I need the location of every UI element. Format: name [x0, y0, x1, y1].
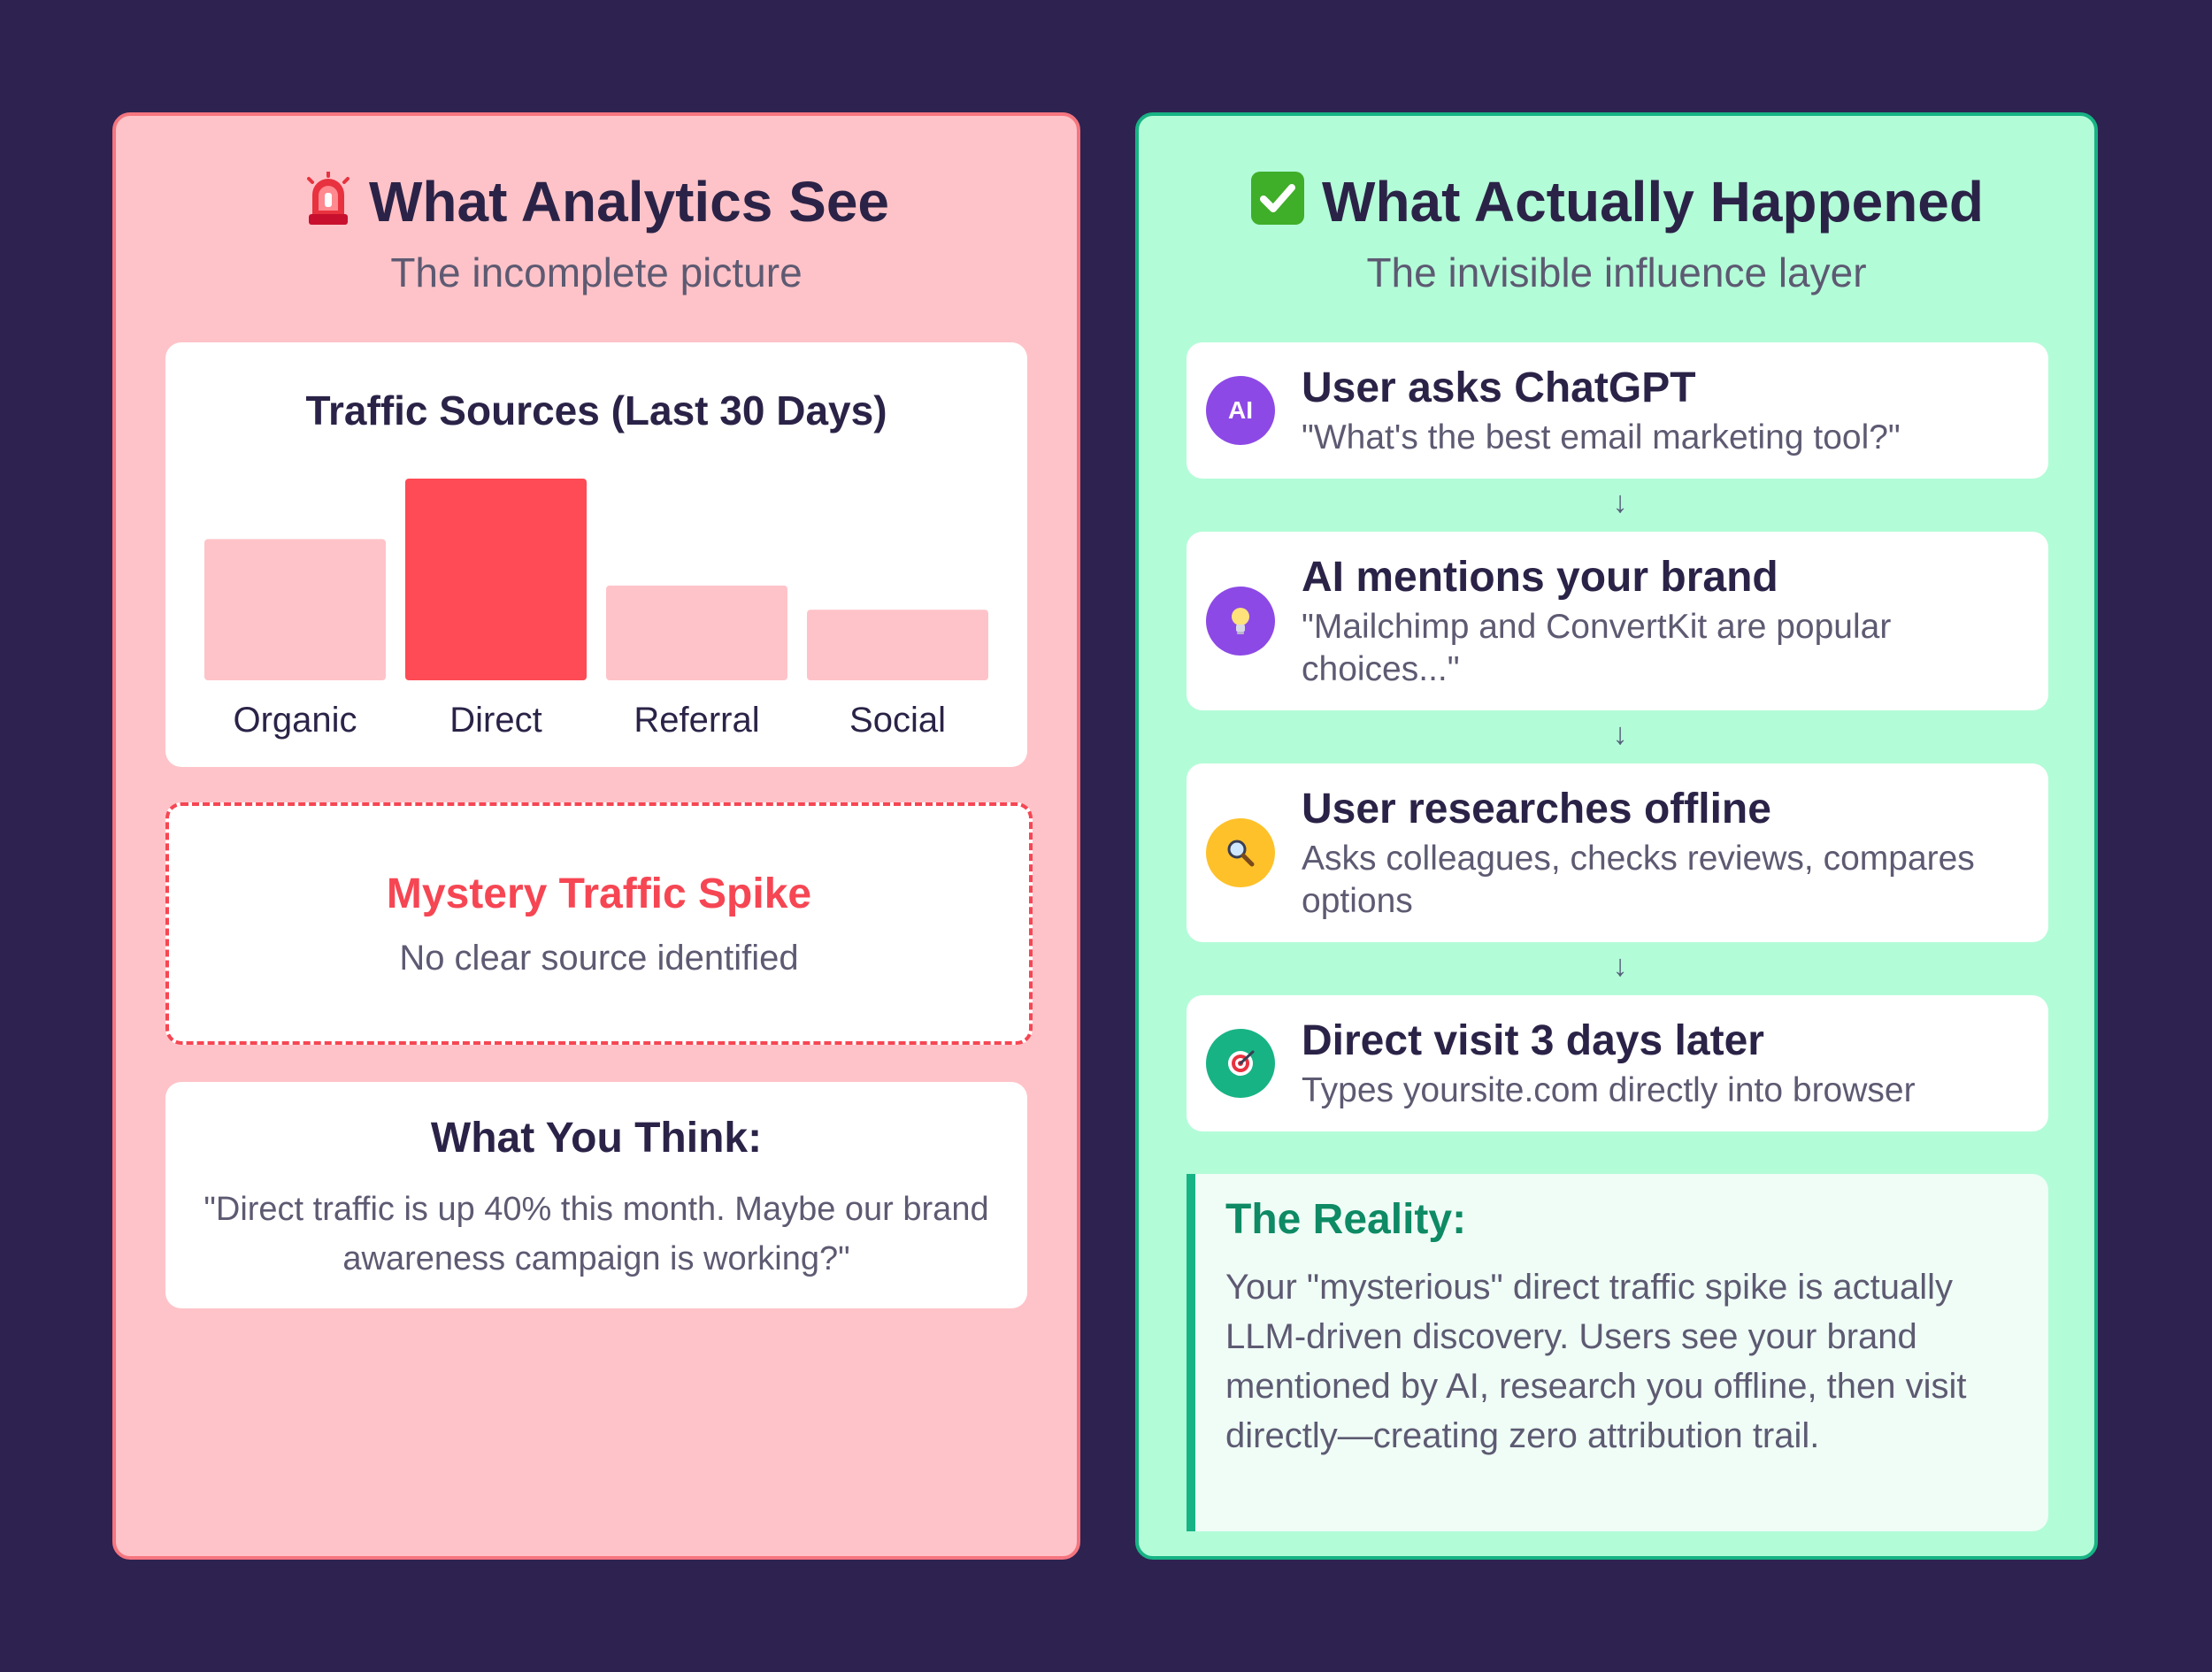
step-description: Types yoursite.com directly into browser	[1302, 1071, 1916, 1109]
analytics-panel-subtitle: The incomplete picture	[390, 249, 803, 295]
analytics-title-text: What Analytics See	[368, 170, 890, 234]
mystery-spike-card: Mystery Traffic Spike No clear source id…	[165, 802, 1033, 1045]
actual-panel-subtitle: The invisible influence layer	[1366, 249, 1867, 295]
bar-social	[807, 610, 988, 680]
step-description: "Mailchimp and ConvertKit are popular ch…	[1302, 608, 1892, 688]
step-title: User researches offline	[1302, 786, 1771, 832]
what-you-think-card: What You Think: "Direct traffic is up 40…	[165, 1082, 1027, 1308]
step-user-asks-chatgpt: AI User asks ChatGPT "What's the best em…	[1187, 342, 2048, 479]
lightbulb-icon	[1206, 587, 1275, 656]
flow-arrow-icon: ↓	[1612, 717, 1628, 751]
actual-panel-title: What Actually Happened	[1139, 169, 2094, 240]
reality-callout: The Reality: Your "mysterious" direct tr…	[1187, 1174, 2048, 1531]
chart-title: Traffic Sources (Last 30 Days)	[305, 387, 887, 433]
actual-panel: What Actually Happened The invisible inf…	[1135, 112, 2098, 1560]
what-you-think-quote: "Direct traffic is up 40% this month. Ma…	[204, 1191, 989, 1277]
reality-text: Your "mysterious" direct traffic spike i…	[1225, 1268, 1967, 1455]
bar-organic	[204, 539, 386, 680]
what-you-think-title: What You Think:	[430, 1115, 763, 1162]
step-ai-mentions-brand: AI mentions your brand "Mailchimp and Co…	[1187, 532, 2048, 710]
bar-referral	[606, 585, 787, 680]
ai-badge-icon: AI	[1206, 376, 1275, 445]
mystery-spike-title: Mystery Traffic Spike	[386, 871, 812, 917]
step-title: AI mentions your brand	[1302, 554, 1778, 601]
step-description: Asks colleagues, checks reviews, compare…	[1302, 840, 1975, 920]
analytics-panel-title: What Analytics See	[116, 169, 1077, 240]
step-title: Direct visit 3 days later	[1302, 1017, 1764, 1064]
flow-arrow-icon: ↓	[1612, 486, 1628, 519]
bar-label-direct: Direct	[449, 701, 541, 740]
analytics-panel: What Analytics See The incomplete pictur…	[112, 112, 1080, 1560]
magnifier-icon	[1206, 818, 1275, 887]
step-title: User asks ChatGPT	[1302, 364, 1696, 411]
step-user-researches-offline: User researches offline Asks colleagues,…	[1187, 763, 2048, 942]
target-icon	[1206, 1029, 1275, 1098]
step-description: "What's the best email marketing tool?"	[1302, 418, 1901, 456]
bar-label-social: Social	[849, 701, 946, 740]
flow-arrow-icon: ↓	[1612, 949, 1628, 983]
step-direct-visit: Direct visit 3 days later Types yoursite…	[1187, 995, 2048, 1131]
reality-title: The Reality:	[1225, 1196, 1467, 1243]
actual-title-text: What Actually Happened	[1322, 170, 1984, 234]
bar-label-organic: Organic	[233, 701, 357, 740]
mystery-spike-subtitle: No clear source identified	[399, 939, 799, 978]
bar-label-referral: Referral	[634, 701, 759, 740]
traffic-bar-chart: Organic Direct Referral Social	[204, 479, 988, 740]
check-mark-icon	[1249, 170, 1306, 240]
siren-icon	[303, 170, 353, 240]
traffic-chart-card: Traffic Sources (Last 30 Days) Organic Di…	[165, 342, 1027, 767]
bar-direct	[405, 479, 587, 680]
